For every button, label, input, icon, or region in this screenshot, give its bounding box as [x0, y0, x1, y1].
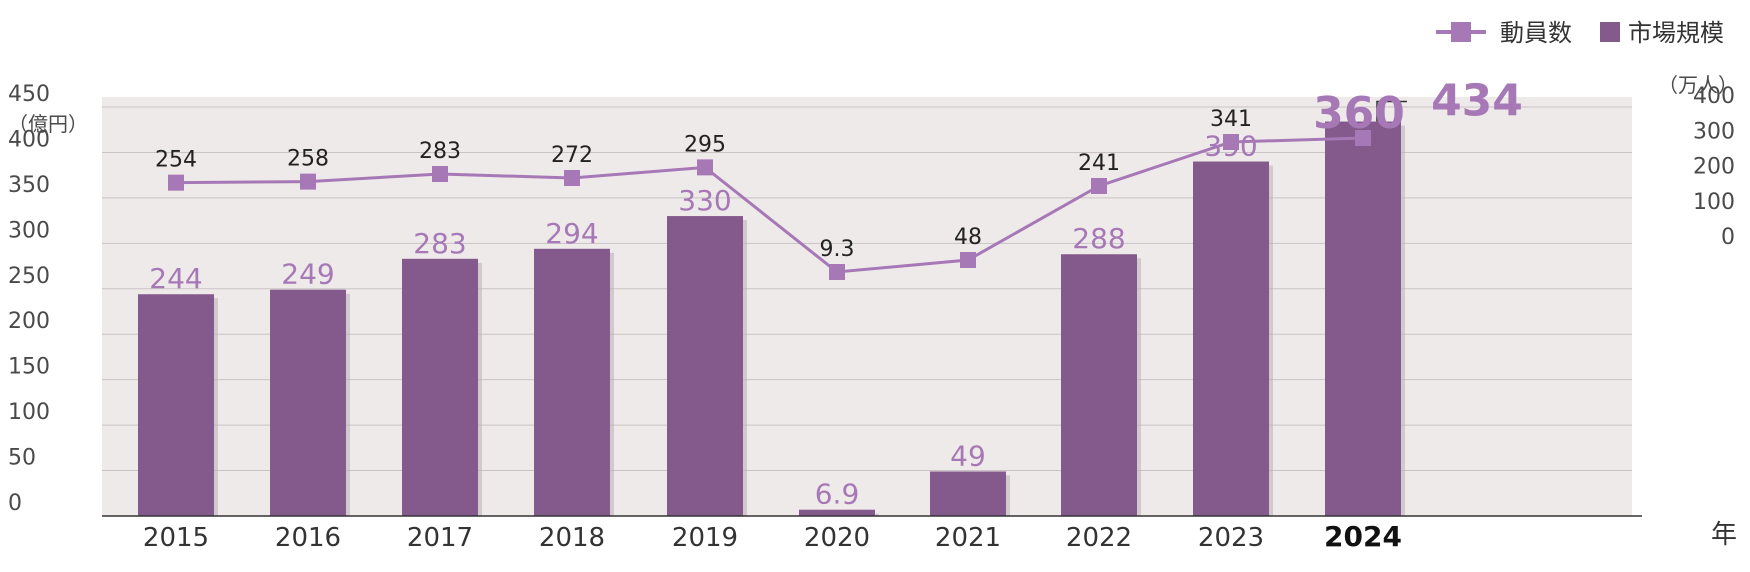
left-axis-tick: 0 [8, 491, 22, 516]
bar-value-label: 434 [1431, 76, 1523, 127]
line-value-label: 283 [419, 139, 461, 164]
left-axis-tick: 200 [8, 309, 50, 334]
line-path [175, 136, 1364, 274]
line-point [432, 166, 448, 182]
x-axis-tick: 2018 [539, 523, 605, 553]
line-value-label: 360 [1313, 88, 1405, 139]
x-axis-tick: 2024 [1324, 520, 1402, 553]
x-axis-tick: 2020 [804, 523, 870, 553]
line-point [1355, 130, 1371, 146]
bar-value-label: 294 [545, 217, 598, 250]
line-point [300, 173, 316, 190]
line-value-label: 272 [551, 143, 593, 168]
line-value-label: 241 [1078, 151, 1120, 176]
bar [402, 258, 478, 516]
line-point [697, 159, 713, 176]
x-axis-tick: 2023 [1198, 523, 1264, 553]
line-point [564, 170, 580, 186]
line-value-label: 48 [954, 225, 982, 250]
right-axis-tick: 0 [1721, 225, 1735, 250]
line-value-label: 254 [155, 148, 197, 173]
x-axis-tick: 2022 [1066, 523, 1132, 553]
line-value-label: 341 [1210, 107, 1252, 132]
left-axis-tick: 150 [8, 355, 50, 380]
line-point [168, 174, 184, 191]
left-axis-unit: （億円） [8, 112, 88, 136]
legend: 動員数 市場規模 [1436, 19, 1724, 47]
legend-line-label: 動員数 [1500, 19, 1572, 47]
right-axis-tick: 100 [1693, 190, 1735, 215]
x-axis-tick: 2015 [143, 523, 209, 553]
line-value-label: 295 [684, 132, 726, 157]
bar [667, 216, 743, 517]
x-axis-tick: 2019 [672, 523, 738, 553]
left-axis-tick: 250 [8, 264, 50, 289]
legend-line-square [1451, 22, 1471, 42]
line-value-label: 9.3 [820, 237, 855, 262]
line-point [1091, 178, 1107, 194]
left-axis-tick: 400 [8, 127, 50, 152]
bar [138, 294, 214, 516]
bar-value-label: 330 [678, 184, 731, 217]
right-axis-tick: 300 [1693, 119, 1735, 144]
bar-value-label: 249 [281, 258, 334, 291]
x-axis-tick: 2017 [407, 523, 473, 553]
bar [930, 471, 1006, 516]
left-axis-tick: 350 [8, 173, 50, 198]
legend-bar-label: 市場規模 [1628, 19, 1724, 47]
right-axis-tick: 400 [1693, 84, 1735, 109]
left-axis-tick: 300 [8, 218, 50, 243]
right-axis-unit: （万人） [1658, 73, 1738, 97]
bar-value-label: 283 [413, 227, 466, 260]
line-value-label: 258 [287, 147, 329, 172]
left-axis: 0 50 100 150 200 250 300 350 400 450 [8, 82, 50, 516]
left-axis-tick: 50 [8, 446, 36, 471]
line-point [829, 264, 845, 280]
x-axis-label: 年 [1711, 520, 1737, 550]
bar [799, 509, 875, 516]
legend-bar-square [1600, 22, 1620, 42]
bar [270, 289, 346, 516]
right-axis: 0 100 200 300 400 [1693, 84, 1735, 250]
bar [1325, 121, 1401, 516]
bar [1193, 161, 1269, 517]
bar [1061, 254, 1137, 517]
bar-label-leader [1376, 100, 1407, 122]
line-series: 254 258 283 272 295 9.3 48 241 341 360 [155, 88, 1405, 280]
bar-value-label: 6.9 [815, 478, 860, 511]
bar-value-label: 49 [950, 439, 986, 472]
x-axis-tick: 2016 [275, 523, 341, 553]
x-axis: 2015 2016 2017 2018 2019 2020 2021 2022 2023 2024 [102, 515, 1642, 553]
x-axis-tick: 2021 [935, 523, 1001, 553]
line-point [960, 252, 976, 268]
bar-value-label: 244 [149, 262, 202, 295]
bar [534, 248, 610, 516]
bar-value-label: 288 [1072, 222, 1125, 255]
left-axis-tick: 450 [8, 82, 50, 107]
right-axis-tick: 200 [1693, 155, 1735, 180]
left-axis-tick: 100 [8, 400, 50, 425]
line-point [1223, 134, 1239, 150]
